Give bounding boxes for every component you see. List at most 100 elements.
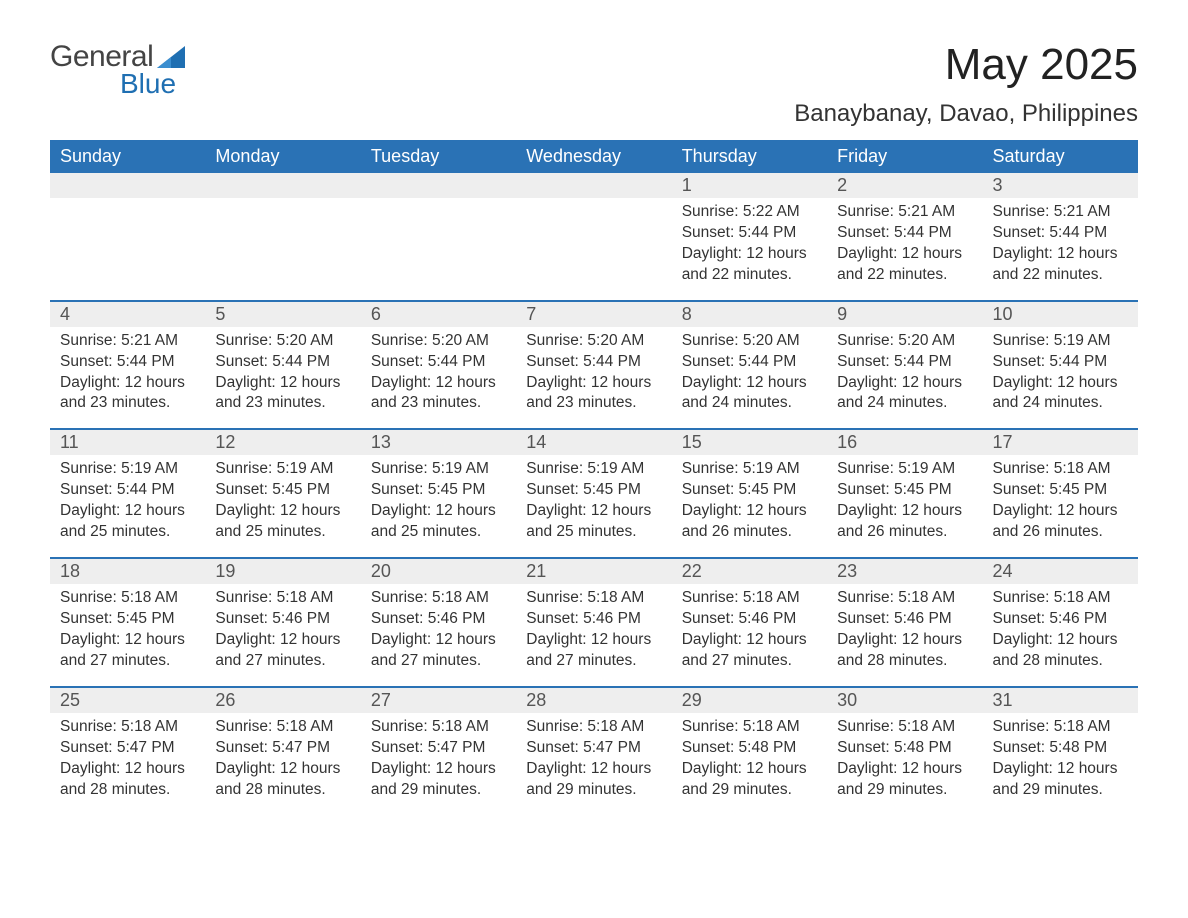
sunset-text: Sunset: 5:45 PM [837,480,976,501]
day-cell: 16 Sunrise: 5:19 AMSunset: 5:45 PMDayligh… [827,430,982,557]
sunrise-text: Sunrise: 5:18 AM [371,588,510,609]
day-cell: 12 Sunrise: 5:19 AMSunset: 5:45 PMDayligh… [205,430,360,557]
day-number: 22 [672,559,827,584]
sunset-text: Sunset: 5:44 PM [60,352,199,373]
sunrise-text: Sunrise: 5:19 AM [526,459,665,480]
day-cell: 15 Sunrise: 5:19 AMSunset: 5:45 PMDayligh… [672,430,827,557]
day-cell: 7Sunrise: 5:20 AMSunset: 5:44 PMDaylight… [516,302,671,429]
sunrise-text: Sunrise: 5:19 AM [371,459,510,480]
week-row: 11Sunrise: 5:19 AMSunset: 5:44 PMDayligh… [50,428,1138,557]
weekday-header: Tuesday [361,140,516,173]
day-cell: . [50,173,205,300]
day-details: Sunrise: 5:21 AMSunset: 5:44 PMDaylight:… [50,331,205,415]
sunrise-text: Sunrise: 5:19 AM [682,459,821,480]
sunrise-text: Sunrise: 5:18 AM [837,717,976,738]
day-cell: 14 Sunrise: 5:19 AMSunset: 5:45 PMDayligh… [516,430,671,557]
day-number: 20 [361,559,516,584]
daylight-text: Daylight: 12 hours and 29 minutes. [682,759,821,801]
sunrise-text: Sunrise: 5:20 AM [837,331,976,352]
day-details: Sunrise: 5:20 AMSunset: 5:44 PMDaylight:… [205,331,360,415]
sunrise-text: Sunrise: 5:18 AM [993,717,1132,738]
sunrise-text: Sunrise: 5:18 AM [993,459,1132,480]
sunset-text: Sunset: 5:45 PM [215,480,354,501]
week-row: 4 Sunrise: 5:21 AMSunset: 5:44 PMDaylight… [50,300,1138,429]
sunrise-text: Sunrise: 5:20 AM [371,331,510,352]
page-header: General Blue May 2025 Banaybanay, Davao,… [50,40,1138,128]
daylight-text: Daylight: 12 hours and 24 minutes. [837,373,976,415]
sunset-text: Sunset: 5:44 PM [60,480,199,501]
sunset-text: Sunset: 5:44 PM [371,352,510,373]
day-details: Sunrise: 5:19 AMSunset: 5:45 PMDaylight:… [672,459,827,543]
daylight-text: Daylight: 12 hours and 23 minutes. [60,373,199,415]
day-details: Sunrise: 5:18 AMSunset: 5:48 PMDaylight:… [827,717,982,801]
sunrise-text: Sunrise: 5:19 AM [60,459,199,480]
sunset-text: Sunset: 5:46 PM [993,609,1132,630]
day-number: 4 [50,302,205,327]
logo: General Blue [50,40,185,100]
weekday-header: Monday [205,140,360,173]
sunset-text: Sunset: 5:46 PM [526,609,665,630]
day-cell: 6Sunrise: 5:20 AMSunset: 5:44 PMDaylight… [361,302,516,429]
week-row: ....1Sunrise: 5:22 AMSunset: 5:44 PMDayl… [50,173,1138,300]
day-number: 14 [516,430,671,455]
day-details: Sunrise: 5:21 AMSunset: 5:44 PMDaylight:… [827,202,982,286]
day-cell: 31 Sunrise: 5:18 AMSunset: 5:48 PMDayligh… [983,688,1138,815]
day-details: Sunrise: 5:19 AMSunset: 5:45 PMDaylight:… [361,459,516,543]
sunset-text: Sunset: 5:44 PM [837,223,976,244]
sunset-text: Sunset: 5:46 PM [371,609,510,630]
day-number: 27 [361,688,516,713]
logo-triangle-icon [157,46,185,68]
daylight-text: Daylight: 12 hours and 22 minutes. [837,244,976,286]
day-details: Sunrise: 5:18 AMSunset: 5:46 PMDaylight:… [516,588,671,672]
day-details: Sunrise: 5:18 AMSunset: 5:48 PMDaylight:… [672,717,827,801]
day-details: Sunrise: 5:19 AMSunset: 5:45 PMDaylight:… [516,459,671,543]
day-cell: 4 Sunrise: 5:21 AMSunset: 5:44 PMDaylight… [50,302,205,429]
day-number: 16 [827,430,982,455]
day-cell: 26Sunrise: 5:18 AMSunset: 5:47 PMDayligh… [205,688,360,815]
day-number: 12 [205,430,360,455]
day-cell: 28Sunrise: 5:18 AMSunset: 5:47 PMDayligh… [516,688,671,815]
sunset-text: Sunset: 5:44 PM [993,352,1132,373]
title-block: May 2025 Banaybanay, Davao, Philippines [794,40,1138,128]
daylight-text: Daylight: 12 hours and 24 minutes. [682,373,821,415]
daylight-text: Daylight: 12 hours and 23 minutes. [371,373,510,415]
day-details: Sunrise: 5:20 AMSunset: 5:44 PMDaylight:… [516,331,671,415]
day-cell: . [516,173,671,300]
month-title: May 2025 [794,40,1138,90]
day-details: Sunrise: 5:18 AMSunset: 5:45 PMDaylight:… [983,459,1138,543]
day-details: Sunrise: 5:18 AMSunset: 5:46 PMDaylight:… [827,588,982,672]
daylight-text: Daylight: 12 hours and 27 minutes. [526,630,665,672]
sunrise-text: Sunrise: 5:19 AM [215,459,354,480]
sunset-text: Sunset: 5:48 PM [993,738,1132,759]
day-cell: 1Sunrise: 5:22 AMSunset: 5:44 PMDaylight… [672,173,827,300]
sunset-text: Sunset: 5:48 PM [682,738,821,759]
day-number: 15 [672,430,827,455]
daylight-text: Daylight: 12 hours and 29 minutes. [993,759,1132,801]
daylight-text: Daylight: 12 hours and 29 minutes. [837,759,976,801]
day-number: 5 [205,302,360,327]
sunset-text: Sunset: 5:45 PM [526,480,665,501]
day-cell: 23 Sunrise: 5:18 AMSunset: 5:46 PMDayligh… [827,559,982,686]
sunrise-text: Sunrise: 5:18 AM [682,717,821,738]
sunrise-text: Sunrise: 5:20 AM [526,331,665,352]
daylight-text: Daylight: 12 hours and 25 minutes. [215,501,354,543]
day-number: 11 [50,430,205,455]
sunset-text: Sunset: 5:44 PM [837,352,976,373]
day-details: Sunrise: 5:20 AMSunset: 5:44 PMDaylight:… [361,331,516,415]
daylight-text: Daylight: 12 hours and 28 minutes. [837,630,976,672]
day-details: Sunrise: 5:18 AMSunset: 5:47 PMDaylight:… [205,717,360,801]
day-details: Sunrise: 5:20 AMSunset: 5:44 PMDaylight:… [672,331,827,415]
day-number: 23 [827,559,982,584]
calendar: Sunday Monday Tuesday Wednesday Thursday… [50,140,1138,814]
sunset-text: Sunset: 5:45 PM [993,480,1132,501]
daylight-text: Daylight: 12 hours and 22 minutes. [993,244,1132,286]
location-subtitle: Banaybanay, Davao, Philippines [794,100,1138,128]
day-details: Sunrise: 5:19 AMSunset: 5:45 PMDaylight:… [827,459,982,543]
day-number: 31 [983,688,1138,713]
day-details: Sunrise: 5:18 AMSunset: 5:46 PMDaylight:… [205,588,360,672]
weeks-container: ....1Sunrise: 5:22 AMSunset: 5:44 PMDayl… [50,173,1138,814]
sunrise-text: Sunrise: 5:20 AM [215,331,354,352]
daylight-text: Daylight: 12 hours and 26 minutes. [837,501,976,543]
day-details: Sunrise: 5:18 AMSunset: 5:45 PMDaylight:… [50,588,205,672]
day-cell: 2Sunrise: 5:21 AMSunset: 5:44 PMDaylight… [827,173,982,300]
